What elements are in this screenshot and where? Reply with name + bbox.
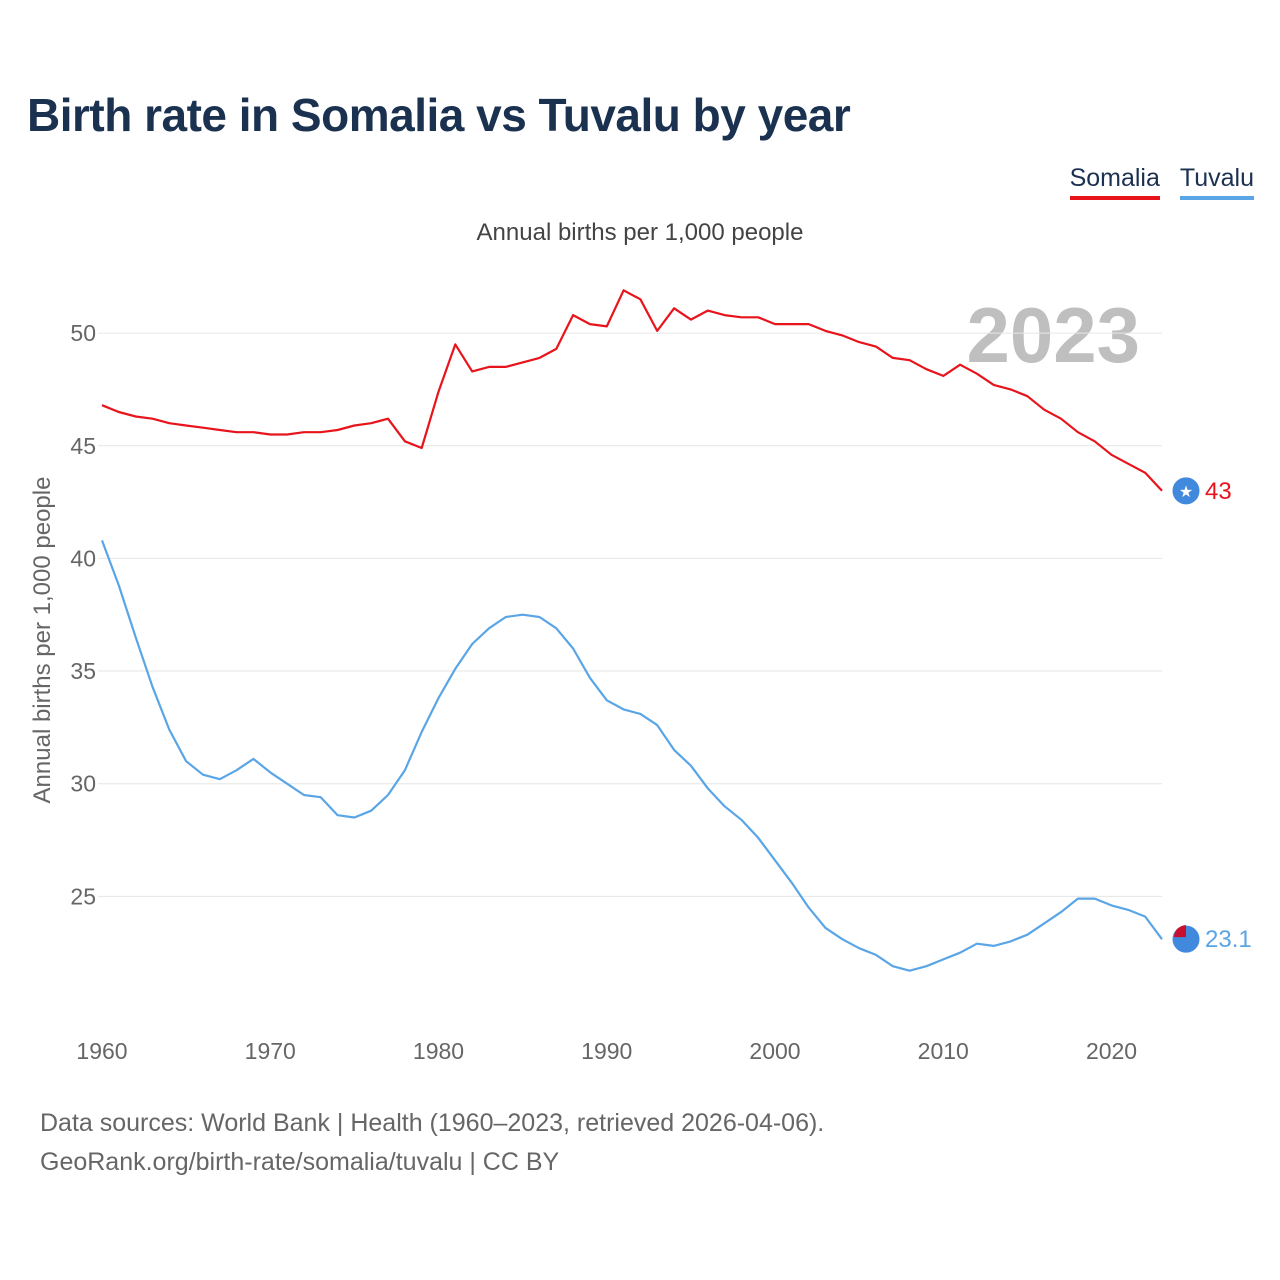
series-line-somalia[interactable] <box>101 289 1163 492</box>
end-value-label-somalia: 43 <box>1205 478 1232 505</box>
x-tick-label: 1970 <box>245 1038 296 1064</box>
y-tick-label: 30 <box>70 771 96 797</box>
chart-title: Birth rate in Somalia vs Tuvalu by year <box>27 89 851 141</box>
x-tick-label: 2000 <box>749 1038 800 1064</box>
footer: Data sources: World Bank | Health (1960–… <box>40 1104 824 1182</box>
x-tick-label: 2010 <box>918 1038 969 1064</box>
end-value-label-tuvalu: 23.1 <box>1205 926 1252 953</box>
y-tick-label: 50 <box>70 320 96 346</box>
year-watermark: 2023 <box>966 291 1140 379</box>
y-axis-label: Annual births per 1,000 people <box>29 477 56 804</box>
x-tick-label: 2020 <box>1086 1038 1137 1064</box>
x-tick-label: 1960 <box>76 1038 127 1064</box>
x-tick-label: 1980 <box>413 1038 464 1064</box>
flag-union-icon <box>1174 925 1186 938</box>
flag-star-icon: ★ <box>1179 482 1193 501</box>
line-chart: Annual births per 1,000 people Annual bi… <box>29 219 1252 1064</box>
legend: Somalia Tuvalu <box>1069 164 1254 200</box>
footer-sources: Data sources: World Bank | Health (1960–… <box>40 1109 825 1137</box>
y-tick-label: 35 <box>70 658 96 684</box>
legend-item-tuvalu[interactable]: Tuvalu <box>1179 164 1254 200</box>
footer-attribution: GeoRank.org/birth-rate/somalia/tuvalu | … <box>40 1148 560 1176</box>
y-tick-label: 45 <box>70 433 96 459</box>
x-tick-label: 1990 <box>581 1038 632 1064</box>
legend-item-somalia[interactable]: Somalia <box>1069 164 1160 200</box>
series-line-tuvalu[interactable] <box>100 540 1163 972</box>
flag-icon-somalia <box>1171 476 1201 506</box>
y-tick-label: 40 <box>70 545 96 571</box>
chart-subtitle: Annual births per 1,000 people <box>477 219 804 246</box>
y-tick-label: 25 <box>70 883 96 909</box>
